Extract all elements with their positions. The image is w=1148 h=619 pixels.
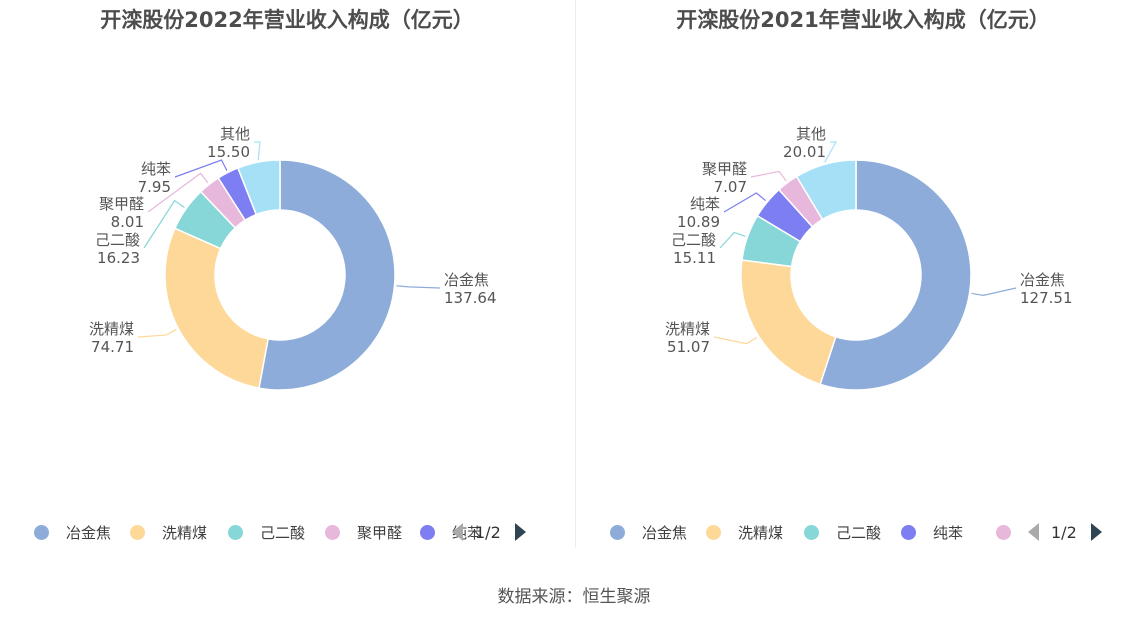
next-page-icon[interactable] xyxy=(514,523,526,541)
legend-label: 冶金焦 xyxy=(66,523,112,542)
legend-dot-icon xyxy=(420,524,435,540)
legend-label: 洗精煤 xyxy=(162,523,208,542)
legend-dot-icon xyxy=(34,524,49,540)
legend-dot-icon xyxy=(325,524,340,540)
slice-label-value: 7.07 xyxy=(714,178,747,196)
slice-label-name: 其他 xyxy=(220,125,250,143)
slice-label-value: 7.95 xyxy=(138,178,171,196)
slice-label-value: 51.07 xyxy=(667,338,710,356)
slice-label-value: 137.64 xyxy=(444,289,497,307)
panel-divider xyxy=(575,0,576,548)
page-indicator: 1/2 xyxy=(475,522,501,542)
slice-label-name: 冶金焦 xyxy=(1020,271,1065,289)
leader-line xyxy=(143,199,185,249)
legend-dot-icon xyxy=(706,524,721,540)
slice-洗精煤[interactable] xyxy=(164,227,269,389)
legend-item[interactable]: 冶金焦 xyxy=(610,518,687,546)
slice-label-name: 纯苯 xyxy=(141,160,171,178)
legend-label: 纯苯 xyxy=(933,523,964,542)
chart-title-2021: 开滦股份2021年营业收入构成（亿元） xyxy=(676,8,1050,32)
legend-pager: 1/2 xyxy=(452,518,526,546)
slice-其他[interactable] xyxy=(236,159,281,216)
legend-item[interactable]: 纯苯 xyxy=(901,518,963,546)
legend-item[interactable]: 冶金焦 xyxy=(34,518,111,546)
legend-label: 聚甲醛 xyxy=(357,523,403,542)
legend-item[interactable]: 聚甲醛 xyxy=(325,518,402,546)
legend-label: 洗精煤 xyxy=(738,523,784,542)
leader-line xyxy=(396,285,441,289)
leader-line xyxy=(254,141,261,161)
slice-洗精煤[interactable] xyxy=(740,259,837,386)
leader-line xyxy=(174,159,228,178)
legend-label: 冶金焦 xyxy=(642,523,688,542)
leader-line xyxy=(719,231,746,249)
legend-dot-icon xyxy=(996,524,1011,540)
leader-line xyxy=(137,328,177,338)
data-source: 数据来源：恒生聚源 xyxy=(497,587,651,607)
slice-label-value: 74.71 xyxy=(91,338,134,356)
slice-冶金焦[interactable] xyxy=(819,159,972,391)
leader-line xyxy=(147,172,209,213)
chart-panel-2021: 开滦股份2021年营业收入构成（亿元） 冶金焦 127.51 洗精煤 51.07 己二酸… xyxy=(576,0,1148,560)
leader-line xyxy=(723,192,767,213)
legend-item[interactable]: 己二酸 xyxy=(228,518,305,546)
slice-label-name: 其他 xyxy=(796,125,826,143)
slice-label-name: 冶金焦 xyxy=(444,271,489,289)
legend-item[interactable] xyxy=(996,518,1028,546)
leader-line xyxy=(713,336,758,345)
slice-label-value: 15.50 xyxy=(207,143,250,161)
legend-dot-icon xyxy=(804,524,819,540)
legend-2021: 冶金焦 洗精煤 己二酸 纯苯 1/2 xyxy=(576,518,1148,546)
slice-label-value: 20.01 xyxy=(783,143,826,161)
slice-label-value: 10.89 xyxy=(677,213,720,231)
slice-label-value: 8.01 xyxy=(111,213,144,231)
leader-line xyxy=(750,170,787,182)
legend-dot-icon xyxy=(901,524,916,540)
legend-dot-icon xyxy=(228,524,243,540)
leader-line xyxy=(971,287,1017,296)
legend-2022: 冶金焦 洗精煤 己二酸 聚甲醛 纯苯 1/2 xyxy=(0,518,574,546)
legend-item[interactable]: 洗精煤 xyxy=(706,518,783,546)
slice-label-name: 纯苯 xyxy=(690,195,720,213)
prev-page-icon[interactable] xyxy=(452,523,463,541)
slice-label-name: 聚甲醛 xyxy=(99,195,144,213)
legend-item[interactable]: 己二酸 xyxy=(804,518,881,546)
prev-page-icon[interactable] xyxy=(1028,523,1039,541)
page-indicator: 1/2 xyxy=(1051,522,1077,542)
legend-item[interactable]: 洗精煤 xyxy=(130,518,207,546)
legend-dot-icon xyxy=(130,524,145,540)
slice-label-name: 聚甲醛 xyxy=(702,160,747,178)
legend-label: 己二酸 xyxy=(260,523,306,542)
legend-dot-icon xyxy=(610,524,625,540)
slice-其他[interactable] xyxy=(795,159,857,221)
leader-line xyxy=(824,141,838,163)
chart-title-2022: 开滦股份2022年营业收入构成（亿元） xyxy=(100,8,474,32)
slice-label-name: 己二酸 xyxy=(671,231,716,249)
slice-label-name: 己二酸 xyxy=(95,231,140,249)
legend-pager: 1/2 xyxy=(1028,518,1102,546)
legend-label: 己二酸 xyxy=(836,523,882,542)
slice-label-value: 127.51 xyxy=(1020,289,1073,307)
slice-label-value: 15.11 xyxy=(673,249,716,267)
next-page-icon[interactable] xyxy=(1090,523,1102,541)
slice-label-name: 洗精煤 xyxy=(89,320,134,338)
slice-冶金焦[interactable] xyxy=(258,159,396,391)
slice-label-value: 16.23 xyxy=(97,249,140,267)
slice-label-name: 洗精煤 xyxy=(665,320,710,338)
chart-panel-2022: 开滦股份2022年营业收入构成（亿元） 冶金焦 137.64 洗精煤 74.71 己二酸… xyxy=(0,0,574,560)
